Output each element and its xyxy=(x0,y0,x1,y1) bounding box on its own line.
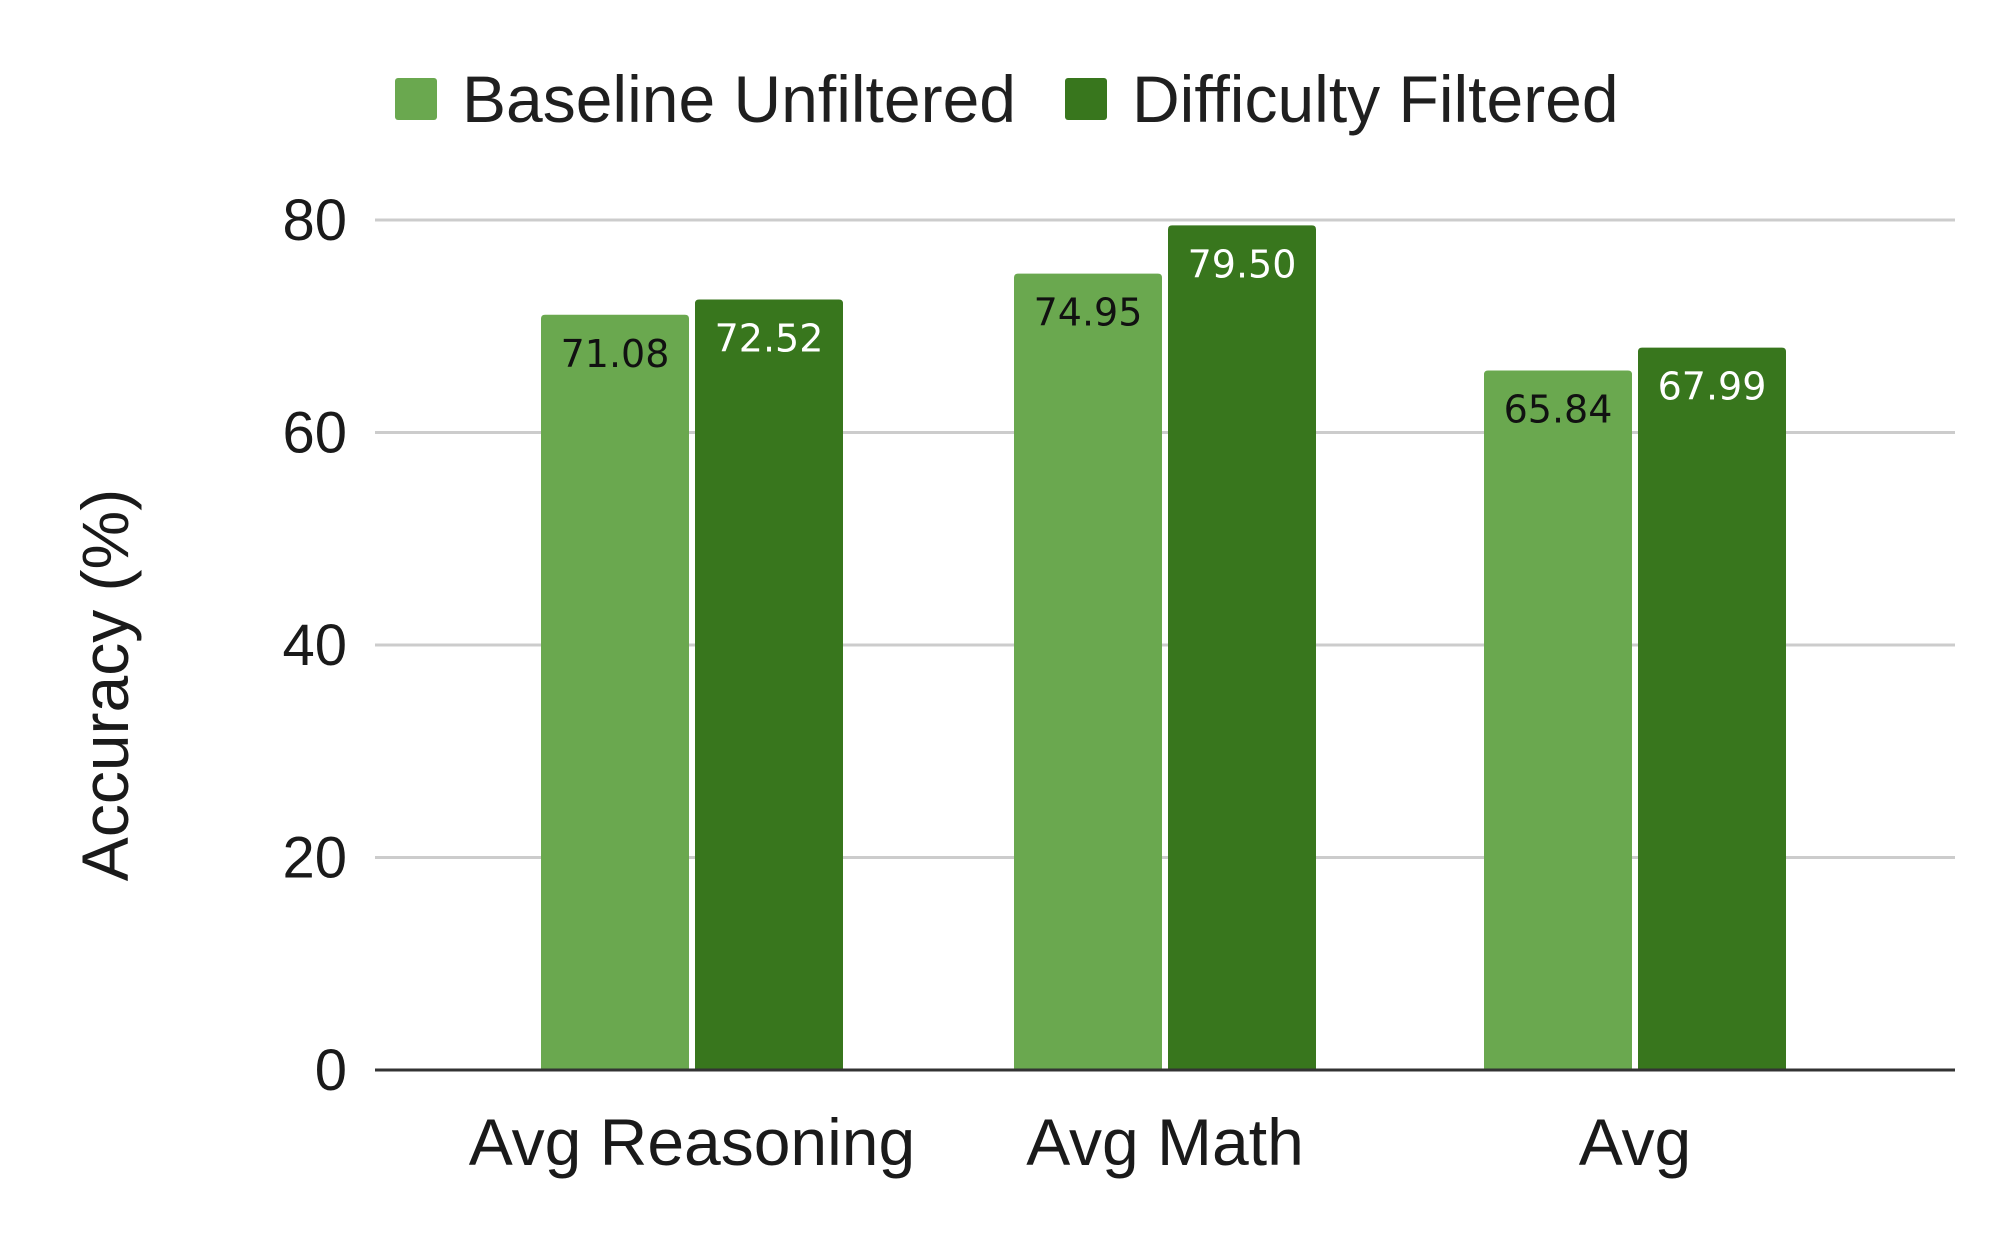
bar-difficulty-filtered-avg-math xyxy=(1168,225,1316,1070)
data-label-difficulty-filtered-avg: 67.99 xyxy=(1658,365,1767,409)
axes: 0 20 40 60 80 Avg Reasoning Avg Math Avg Accurac… xyxy=(68,188,1955,1179)
bar-difficulty-filtered-avg-reasoning xyxy=(695,299,843,1071)
data-labels: 71.08 72.52 74.95 79.50 65.84 67.99 xyxy=(561,242,1767,431)
data-label-baseline-unfiltered-avg-reasoning: 71.08 xyxy=(561,332,670,376)
bar-baseline-unfiltered-avg-math xyxy=(1014,273,1162,1070)
y-tick-label: 80 xyxy=(282,188,347,253)
x-tick-label-avg: Avg xyxy=(1579,1105,1692,1179)
data-label-baseline-unfiltered-avg-math: 74.95 xyxy=(1034,291,1143,335)
data-label-baseline-unfiltered-avg: 65.84 xyxy=(1504,387,1613,431)
data-label-difficulty-filtered-avg-math: 79.50 xyxy=(1188,242,1297,286)
x-tick-label-avg-math: Avg Math xyxy=(1026,1105,1304,1179)
legend-swatch-difficulty-filtered xyxy=(1065,78,1107,120)
legend-label-difficulty-filtered: Difficulty Filtered xyxy=(1132,62,1619,136)
legend-swatch-baseline-unfiltered xyxy=(395,78,437,120)
y-tick-label: 20 xyxy=(282,826,347,891)
bar-difficulty-filtered-avg xyxy=(1638,347,1786,1070)
y-tick-label: 0 xyxy=(315,1038,347,1103)
x-tick-label-avg-reasoning: Avg Reasoning xyxy=(469,1105,915,1179)
y-axis-title: Accuracy (%) xyxy=(68,489,142,881)
legend: Baseline Unfiltered Difficulty Filtered xyxy=(395,62,1619,136)
y-tick-label: 60 xyxy=(282,401,347,466)
y-tick-label: 40 xyxy=(282,613,347,678)
bar-baseline-unfiltered-avg xyxy=(1484,370,1632,1070)
data-label-difficulty-filtered-avg-reasoning: 72.52 xyxy=(715,316,824,360)
bar-baseline-unfiltered-avg-reasoning xyxy=(541,314,689,1070)
bars xyxy=(541,225,1786,1071)
legend-label-baseline-unfiltered: Baseline Unfiltered xyxy=(462,62,1016,136)
